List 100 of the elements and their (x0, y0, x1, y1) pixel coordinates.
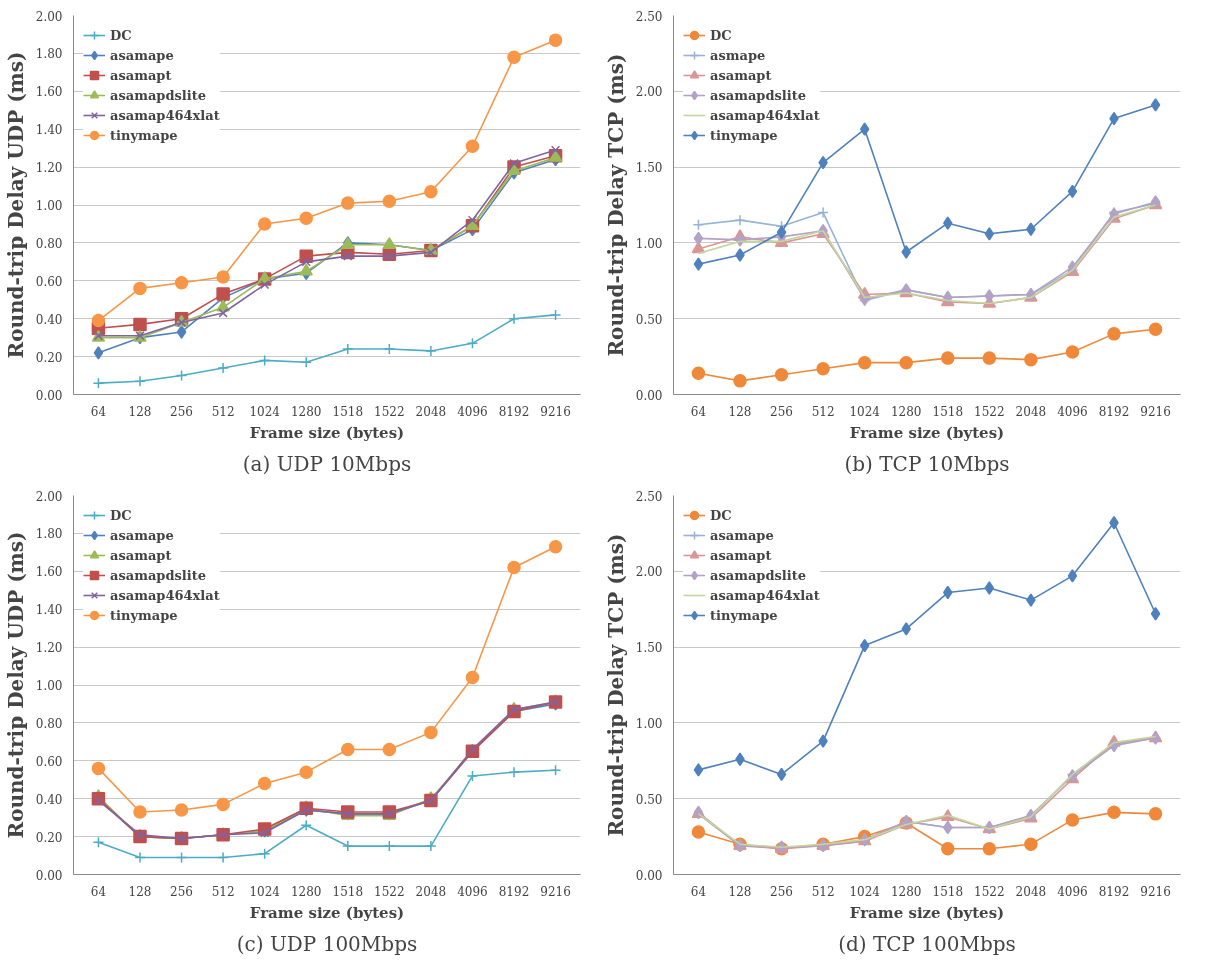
legend-label: asamapt (710, 547, 772, 563)
y-tick-label: 1.00 (635, 236, 663, 251)
x-tick-label: 64 (690, 884, 707, 899)
y-tick-label: 2.00 (635, 85, 663, 100)
x-tick-label: 9216 (1140, 884, 1171, 899)
y-tick-label: 0.60 (35, 274, 63, 289)
x-tick-label: 256 (170, 884, 193, 899)
x-tick-label: 9216 (1140, 404, 1171, 419)
y-axis-title: Round-trip Delay UDP (ms) (3, 531, 28, 839)
y-tick-label: 0.00 (35, 388, 63, 403)
x-tick-label: 128 (728, 404, 752, 419)
y-tick-label: 1.00 (35, 679, 63, 693)
x-axis-title: Frame size (bytes) (849, 423, 1005, 442)
y-tick-label: 2.50 (635, 489, 663, 504)
x-tick-label: 64 (690, 404, 707, 419)
legend-label: asmape (710, 47, 766, 63)
x-axis-title: Frame size (bytes) (849, 903, 1005, 922)
x-tick-label: 2048 (415, 404, 447, 419)
y-tick-label: 1.00 (635, 716, 663, 731)
y-tick-label: 1.50 (635, 641, 663, 656)
legend-label: tinymape (710, 127, 778, 143)
y-tick-label: 1.80 (35, 527, 63, 542)
x-tick-label: 256 (170, 404, 193, 419)
x-tick-label: 128 (728, 884, 752, 899)
legend-label: asamap464xlat (710, 587, 820, 603)
x-tick-label: 512 (811, 404, 835, 419)
y-tick-label: 1.80 (35, 47, 63, 62)
x-tick-label: 9216 (540, 404, 571, 419)
x-tick-label: 1522 (374, 404, 405, 419)
text: (b) TCP 10Mbps (844, 451, 1010, 476)
x-tick-label: 1024 (849, 404, 881, 419)
x-tick-label: 8192 (1098, 884, 1130, 899)
x-tick-label: 1280 (890, 404, 922, 419)
text: (a) UDP 10Mbps (242, 451, 412, 476)
x-tick-label: 8192 (498, 884, 530, 899)
x-tick-label: 256 (770, 884, 793, 899)
y-tick-label: 0.40 (35, 312, 63, 327)
text: (d) TCP 100Mbps (838, 931, 1016, 956)
y-tick-label: 0.40 (35, 792, 63, 807)
x-tick-label: 4096 (457, 884, 488, 899)
legend-label: asamape (110, 47, 174, 63)
y-tick-label: 0.00 (635, 388, 663, 403)
x-tick-label: 4096 (1057, 884, 1088, 899)
legend-label: DC (710, 27, 732, 43)
x-tick-label: 8192 (498, 404, 530, 419)
x-tick-label: 8192 (1098, 404, 1130, 419)
y-axis-title: Round-trip Delay TCP (ms) (603, 53, 628, 357)
legend-label: asamapdslite (710, 567, 806, 583)
x-tick-label: 1518 (332, 884, 364, 899)
x-tick-label: 4096 (1057, 404, 1088, 419)
x-tick-label: 64 (90, 404, 107, 419)
x-tick-label: 9216 (540, 884, 571, 899)
x-tick-label: 1280 (890, 884, 922, 899)
x-tick-label: 2048 (415, 884, 447, 899)
y-tick-label: 1.20 (35, 641, 63, 656)
legend-label: tinymape (110, 607, 178, 623)
legend-label: DC (710, 507, 732, 523)
x-tick-label: 1280 (290, 884, 322, 899)
y-tick-label: 1.40 (35, 603, 63, 618)
legend-label: asamapt (110, 547, 172, 563)
y-tick-label: 0.50 (635, 312, 663, 327)
x-tick-label: 1024 (849, 884, 881, 899)
x-tick-label: 64 (90, 884, 107, 899)
x-tick-label: 4096 (457, 404, 488, 419)
x-axis-title: Frame size (bytes) (249, 903, 405, 922)
x-tick-label: 2048 (1015, 884, 1047, 899)
x-tick-label: 1522 (974, 884, 1005, 899)
legend-label: asamapdslite (710, 87, 806, 103)
x-tick-label: 512 (811, 884, 835, 899)
y-axis-title: Round-trip Delay TCP (ms) (603, 533, 628, 837)
x-tick-label: 128 (128, 884, 152, 899)
x-tick-label: 2048 (1015, 404, 1047, 419)
legend-label: asamapdslite (110, 87, 206, 103)
x-tick-label: 128 (128, 404, 152, 419)
y-tick-label: 2.00 (35, 489, 63, 504)
y-tick-label: 0.20 (35, 350, 63, 365)
legend-label: asamap464xlat (110, 587, 220, 603)
legend-label: DC (110, 507, 132, 523)
y-tick-label: 1.20 (35, 161, 63, 176)
legend-label: asamap464xlat (710, 107, 820, 123)
y-tick-label: 0.60 (35, 754, 63, 769)
legend-label: asamape (710, 527, 774, 543)
y-tick-label: 1.50 (635, 161, 663, 176)
legend-label: asamapt (110, 67, 172, 83)
y-axis-title: Round-trip Delay UDP (ms) (3, 51, 28, 359)
x-tick-label: 512 (211, 884, 235, 899)
y-tick-label: 2.50 (635, 9, 663, 24)
y-tick-label: 0.80 (35, 716, 63, 731)
legend-label: asamap464xlat (110, 107, 220, 123)
text: (c) UDP 100Mbps (236, 931, 418, 956)
y-tick-label: 0.50 (635, 792, 663, 807)
x-tick-label: 1522 (974, 404, 1005, 419)
y-tick-label: 1.00 (35, 199, 63, 213)
legend-label: tinymape (710, 607, 778, 623)
x-tick-label: 512 (211, 404, 235, 419)
x-axis-title: Frame size (bytes) (249, 423, 405, 442)
y-tick-label: 2.00 (635, 565, 663, 580)
legend-label: tinymape (110, 127, 178, 143)
x-tick-label: 1518 (932, 884, 964, 899)
x-tick-label: 1518 (332, 404, 364, 419)
